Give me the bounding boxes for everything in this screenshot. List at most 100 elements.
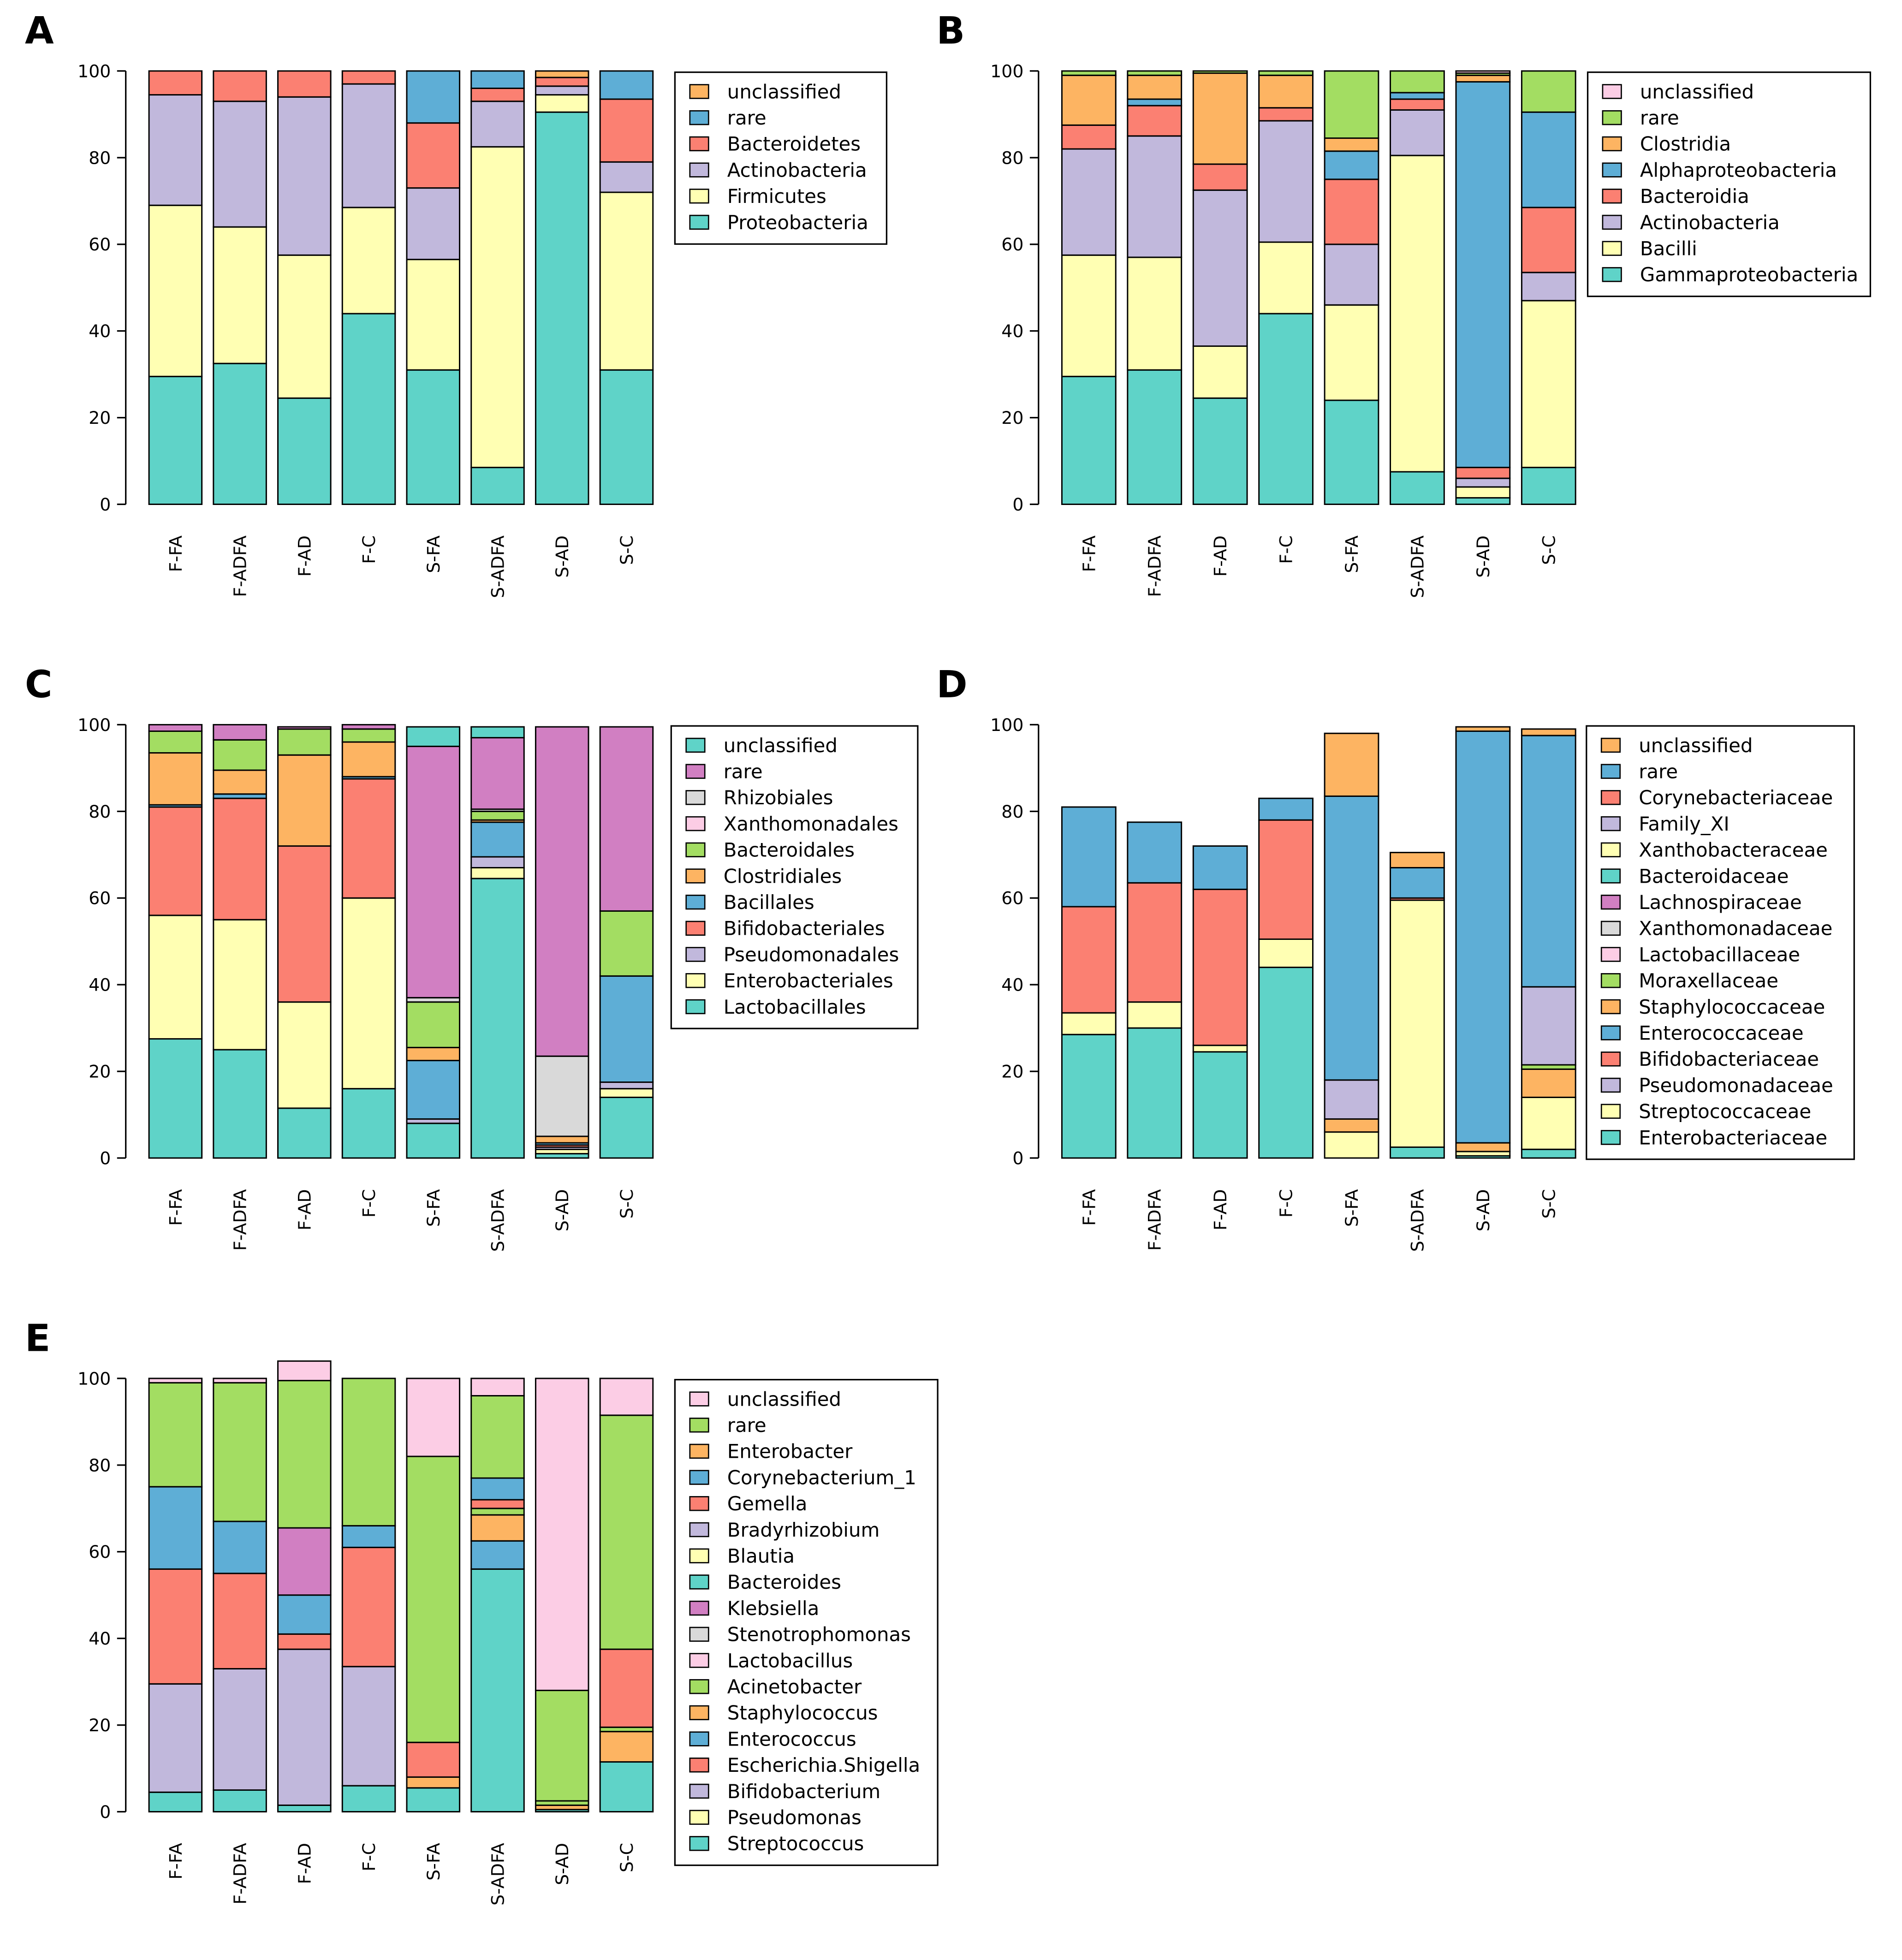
legend-label: Rhizobiales <box>724 786 833 809</box>
legend-swatch <box>689 1653 709 1668</box>
bar-segment-b-s-fa-6 <box>1324 70 1379 139</box>
bar-segment-a-f-fa-2 <box>148 94 203 206</box>
bar-segment-c-f-fa-5 <box>148 752 203 806</box>
bar-segment-a-s-ad-1 <box>535 94 589 113</box>
x-tick-label: S-ADFA <box>487 1843 508 1906</box>
bar-segment-b-f-adfa-5 <box>1127 74 1183 100</box>
bar-segment-d-s-fa-15 <box>1324 732 1379 797</box>
bar-segment-e-f-ad-2 <box>277 1648 332 1806</box>
bar-segment-c-s-fa-10 <box>406 726 461 747</box>
bar-segment-b-f-fa-0 <box>1061 375 1117 505</box>
bar-segment-b-f-c-1 <box>1258 241 1314 315</box>
y-tick-label: 0 <box>1012 494 1023 515</box>
bar-segment-c-f-ad-9 <box>277 726 332 730</box>
bar-segment-d-s-c-12 <box>1521 986 1576 1066</box>
x-tick-label: F-AD <box>1210 1189 1230 1231</box>
legend-label: Streptococcaceae <box>1639 1100 1811 1123</box>
bar-segment-e-f-adfa-2 <box>213 1668 267 1791</box>
legend-swatch <box>689 1470 709 1485</box>
legend-swatch <box>1602 84 1622 99</box>
bar-segment-b-s-fa-0 <box>1324 399 1379 505</box>
y-tick-label: 40 <box>1001 321 1023 341</box>
bar-segment-e-f-c-3 <box>341 1546 396 1668</box>
y-tick-label: 80 <box>89 1455 111 1475</box>
legend-label: Enterobacteriales <box>724 969 893 992</box>
bar-segment-a-s-adfa-3 <box>470 87 525 102</box>
panel-label: B <box>936 10 965 53</box>
x-tick-label: S-ADFA <box>487 1189 508 1252</box>
bar-segment-b-s-c-4 <box>1521 111 1576 208</box>
bar-segment-c-s-fa-5 <box>406 1046 461 1062</box>
y-tick-label: 80 <box>89 802 111 822</box>
bar-segment-b-s-fa-5 <box>1324 137 1379 152</box>
bar-segment-e-f-c-14 <box>341 1525 396 1548</box>
legend-label: Enterococcaceae <box>1639 1022 1803 1045</box>
bar-segment-b-f-fa-1 <box>1061 254 1117 377</box>
bar-segment-b-s-ad-1 <box>1455 486 1511 499</box>
bar-segment-a-f-ad-1 <box>277 254 332 399</box>
bar-segment-c-s-adfa-10 <box>470 726 525 739</box>
bar-segment-b-f-ad-2 <box>1192 189 1248 347</box>
bar-segment-a-f-c-2 <box>341 83 396 208</box>
legend-box <box>674 71 888 245</box>
legend-label: Streptococcus <box>727 1832 864 1855</box>
bar-segment-c-f-ad-0 <box>277 1107 332 1159</box>
bar-segment-c-f-c-1 <box>341 897 396 1090</box>
bar-segment-e-s-c-17 <box>599 1378 654 1416</box>
x-tick-label: S-ADFA <box>487 535 508 598</box>
bar-segment-e-f-ad-17 <box>277 1360 332 1382</box>
legend-label: Clostridiales <box>724 865 842 887</box>
legend-label: Corynebacterium_1 <box>727 1466 916 1489</box>
bar-segment-b-s-adfa-3 <box>1390 98 1445 111</box>
legend-label: Lactobacillales <box>724 996 866 1018</box>
legend-swatch <box>1600 1077 1621 1093</box>
bar-segment-b-s-fa-3 <box>1324 178 1379 245</box>
bar-segment-e-f-c-2 <box>341 1666 396 1787</box>
bar-segment-b-f-adfa-0 <box>1127 369 1183 505</box>
y-tick-label: 100 <box>77 715 111 735</box>
bar-segment-e-s-fa-13 <box>406 1741 461 1778</box>
bar-segment-c-f-fa-1 <box>148 915 203 1040</box>
legend-swatch <box>689 1600 709 1616</box>
bar-segment-c-s-c-2 <box>599 1081 654 1090</box>
legend-label: Bacteroides <box>727 1571 841 1593</box>
bar-segment-e-f-fa-14 <box>148 1486 203 1570</box>
chart-panel-e: E 0 20 40 60 80 100 F-FA F-ADFA F-AD F-C S-FA S-ADFA… <box>25 1317 939 1906</box>
chart-panel-c: C 0 20 40 60 80 100 F-FA F-ADFA F-AD F-C S-FA S-ADFA… <box>25 663 919 1252</box>
bar-segment-d-f-ad-1 <box>1192 1045 1248 1053</box>
legend-swatch <box>689 1627 709 1642</box>
x-tick-label: S-AD <box>552 1843 572 1885</box>
bar-segment-e-s-adfa-0 <box>470 1568 525 1812</box>
bar-segment-b-s-c-0 <box>1521 467 1576 505</box>
legend-label: Xanthobacteraceae <box>1639 839 1828 861</box>
bar-segment-b-s-fa-4 <box>1324 150 1379 180</box>
legend-swatch <box>1602 214 1622 230</box>
y-tick-label: 0 <box>100 494 111 515</box>
bar-segment-a-s-fa-2 <box>406 187 461 261</box>
x-tick-label: F-C <box>1276 1189 1296 1218</box>
legend-label: Enterococcus <box>727 1728 856 1750</box>
legend-label: Family_XI <box>1639 813 1730 835</box>
bar-segment-e-s-ad-16 <box>535 1689 589 1802</box>
legend-swatch <box>1600 921 1621 936</box>
bar-segment-a-s-fa-1 <box>406 259 461 371</box>
legend-label: Bacteroidetes <box>727 133 861 155</box>
bar-segment-d-f-ad-14 <box>1192 845 1248 890</box>
bar-segment-d-f-adfa-14 <box>1127 821 1183 884</box>
bar-segment-e-s-c-0 <box>599 1761 654 1812</box>
legend-swatch <box>685 999 706 1015</box>
bar-segment-d-f-ad-3 <box>1192 888 1248 1046</box>
bar-segment-d-f-adfa-0 <box>1127 1027 1183 1159</box>
panel-label: D <box>936 663 967 707</box>
x-tick-label: S-AD <box>1473 535 1493 578</box>
bar-segment-d-s-adfa-1 <box>1390 899 1445 1148</box>
x-tick-label: F-AD <box>1210 535 1230 577</box>
bar-segment-a-s-ad-3 <box>535 77 589 87</box>
legend-label: Pseudomonadales <box>724 943 899 966</box>
bar-segment-b-s-adfa-0 <box>1390 471 1445 505</box>
y-tick-label: 60 <box>89 1542 111 1562</box>
bar-segment-c-s-ad-5 <box>535 1135 589 1144</box>
legend-label: Enterobacter <box>727 1440 853 1463</box>
legend-swatch <box>1600 1104 1621 1119</box>
bar-segment-e-f-ad-16 <box>277 1380 332 1529</box>
